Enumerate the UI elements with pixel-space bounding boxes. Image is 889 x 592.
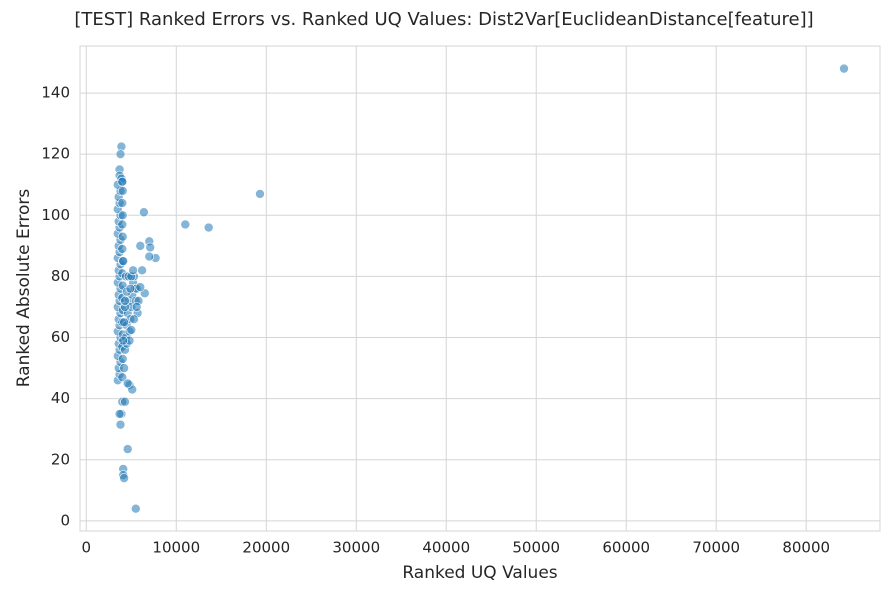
point [145,242,155,253]
y-tick-label: 20 [51,450,70,468]
x-tick-label: 50000 [512,539,560,557]
point [115,419,126,430]
point [135,282,146,292]
point [126,325,137,335]
x-tick-label: 80000 [782,539,830,557]
point [122,378,133,389]
y-tick-label: 120 [41,145,70,163]
point [137,265,147,276]
point [203,222,214,233]
chart-title: [TEST] Ranked Errors vs. Ranked UQ Value… [74,9,813,30]
point [117,354,128,364]
point [117,219,128,230]
point [117,186,128,196]
point [131,302,142,312]
y-tick-label: 60 [51,328,70,346]
x-tick-label: 20000 [242,539,290,557]
point [128,265,138,276]
point [119,317,129,328]
point [117,231,128,242]
point [117,176,128,187]
y-axis-label: Ranked Absolute Errors [14,189,34,388]
x-axis-label: Ranked UQ Values [402,563,557,583]
y-tick-label: 80 [51,267,70,285]
point [117,372,128,383]
point [130,503,141,514]
point [117,244,128,254]
point [135,241,146,251]
x-tick-label: 70000 [692,539,740,557]
point [129,314,139,325]
y-tick-label: 140 [41,84,70,102]
x-tick-label: 0 [82,539,92,557]
point [839,63,849,74]
point [115,149,126,159]
point [125,283,136,294]
y-tick-label: 0 [60,511,70,529]
point [117,198,128,208]
point [180,219,191,230]
point [117,210,128,221]
plot-frame [79,45,881,532]
point [114,409,125,419]
point [119,363,129,373]
plot-area [80,46,880,531]
point [144,251,155,262]
x-tick-label: 60000 [602,539,650,557]
point [118,256,128,266]
x-tick-label: 30000 [332,539,380,557]
point [119,473,129,483]
point [139,207,149,218]
point [122,444,133,454]
y-tick-label: 40 [51,389,70,407]
x-tick-label: 10000 [152,539,200,557]
point [120,296,130,306]
point [118,335,128,346]
point [255,189,265,199]
x-tick-label: 40000 [422,539,470,557]
point [120,396,130,407]
y-tick-label: 100 [41,206,70,224]
